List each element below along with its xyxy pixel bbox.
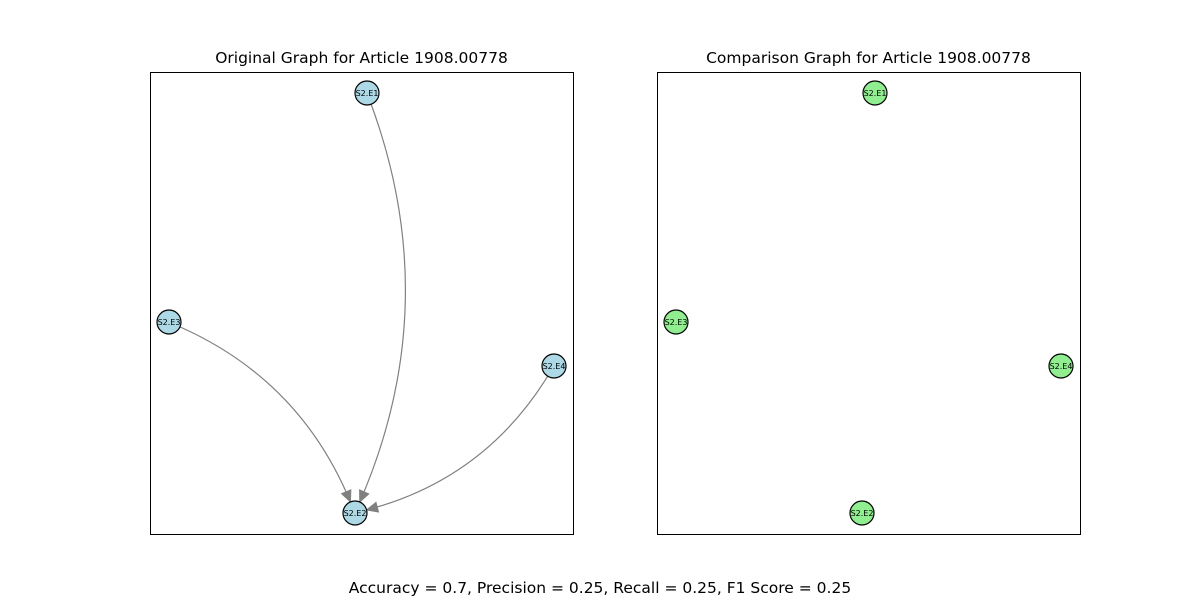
node-label: S2.E2 — [851, 509, 874, 518]
node-circle — [849, 500, 875, 526]
arrowhead-s2-e3-to-s2-e2 — [340, 489, 352, 504]
node-s2-e3: S2.E3 — [156, 309, 182, 335]
metrics-summary: Accuracy = 0.7, Precision = 0.25, Recall… — [348, 579, 852, 597]
comparison-graph-frame — [657, 72, 1081, 535]
arrowhead-s2-e4-to-s2-e2 — [365, 501, 380, 513]
node-s2-e2: S2.E2 — [849, 500, 875, 526]
node-label: S2.E2 — [344, 509, 367, 518]
edge-s2-e1-to-s2-e2 — [359, 104, 407, 503]
node-circle — [354, 80, 380, 106]
node-label: S2.E4 — [543, 362, 566, 371]
original-graph-title: Original Graph for Article 1908.00778 — [215, 49, 508, 67]
node-circle — [1048, 353, 1074, 379]
node-s2-e3: S2.E3 — [663, 309, 689, 335]
comparison-graph-title: Comparison Graph for Article 1908.00778 — [706, 49, 1031, 67]
node-label: S2.E1 — [864, 89, 887, 98]
node-s2-e4: S2.E4 — [1048, 353, 1074, 379]
edge-s2-e4-to-s2-e2 — [366, 375, 549, 511]
original-graph: S2.E1 S2.E2 S2.E3 S2.E4 — [156, 80, 567, 526]
comparison-graph: S2.E1 S2.E2 S2.E3 S2.E4 — [663, 80, 1074, 526]
node-label: S2.E3 — [665, 318, 688, 327]
node-label: S2.E4 — [1050, 362, 1073, 371]
edge-s2-e3-to-s2-e2 — [179, 326, 351, 503]
node-s2-e2: S2.E2 — [342, 500, 368, 526]
arrowhead-s2-e1-to-s2-e2 — [359, 489, 370, 504]
original-graph-frame — [150, 72, 574, 535]
node-circle — [862, 80, 888, 106]
node-label: S2.E1 — [356, 89, 379, 98]
node-s2-e1: S2.E1 — [862, 80, 888, 106]
node-s2-e1: S2.E1 — [354, 80, 380, 106]
node-circle — [541, 353, 567, 379]
node-label: S2.E3 — [158, 318, 181, 327]
node-circle — [342, 500, 368, 526]
node-circle — [156, 309, 182, 335]
node-s2-e4: S2.E4 — [541, 353, 567, 379]
node-circle — [663, 309, 689, 335]
